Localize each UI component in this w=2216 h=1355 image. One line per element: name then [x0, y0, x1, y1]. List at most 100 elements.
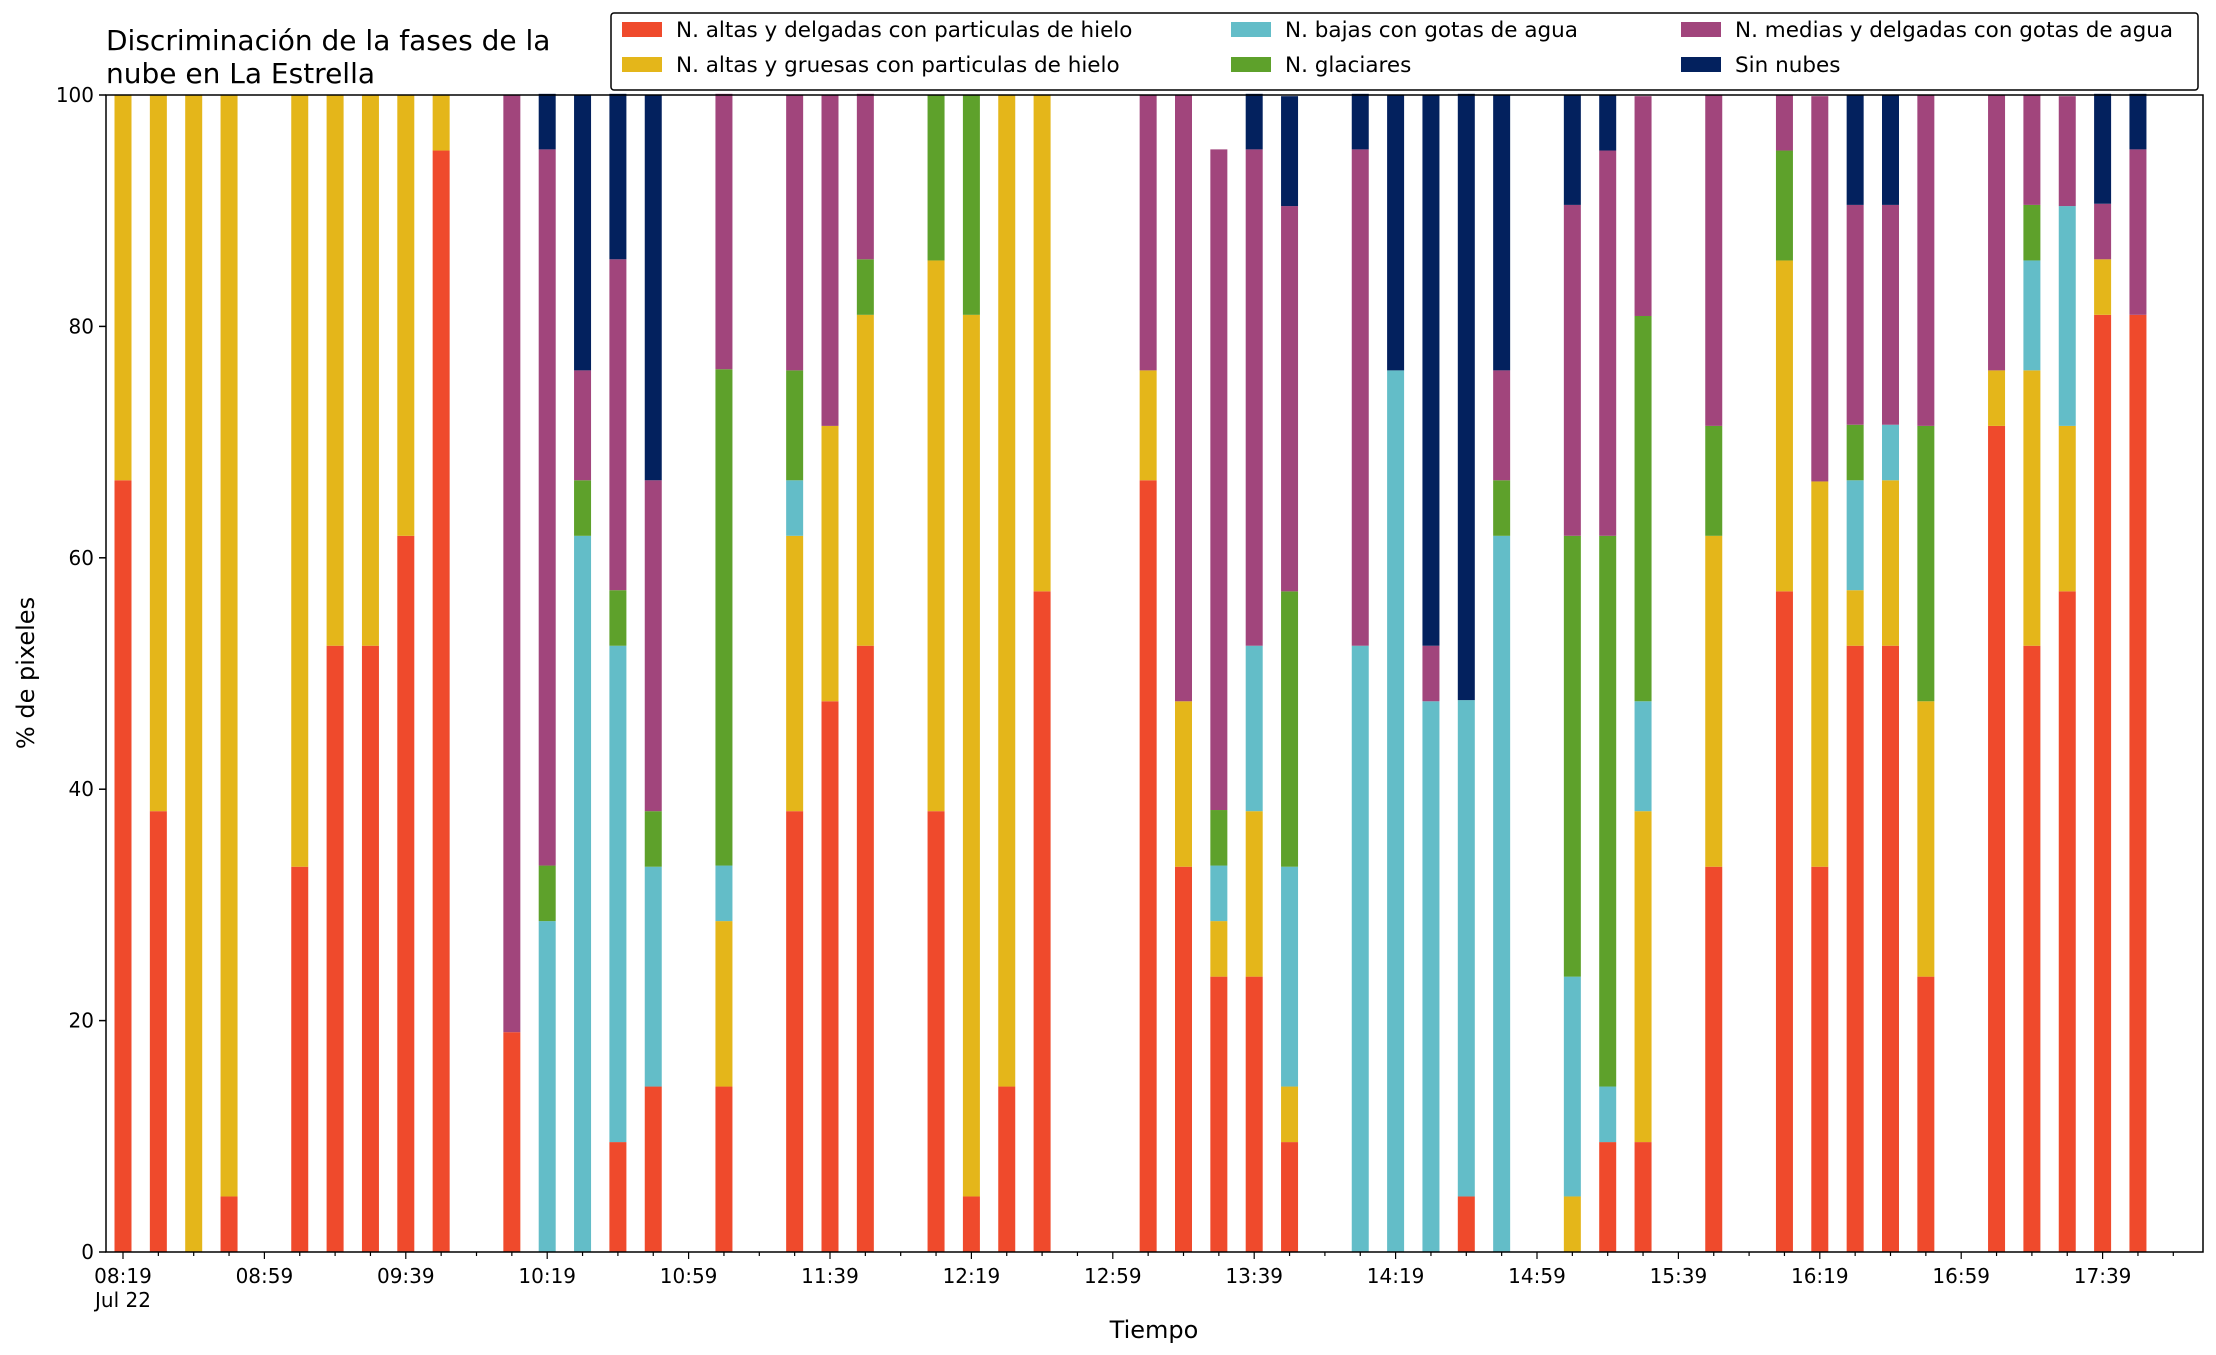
legend-swatch-3 [1231, 57, 1271, 72]
x-tick-label: 12:19 [943, 1264, 1001, 1288]
bar-segment-0909-s0 [291, 866, 309, 1252]
x-tick-label: 13:39 [1225, 1264, 1283, 1288]
bar-segment-0829-s1 [149, 95, 167, 812]
bar-segment-1139-s0 [821, 701, 839, 1252]
bar-segment-1629-s0 [1846, 645, 1864, 1252]
legend-swatch-5 [1681, 57, 1721, 72]
legend-label-4: N. medias y delgadas con gotas de agua [1735, 18, 2173, 43]
bar-segment-1529-s4 [1634, 96, 1652, 316]
bar-segment-1129-s4 [786, 95, 804, 371]
bar-segment-1439-s0 [1457, 1196, 1475, 1252]
bar-segment-1729-s0 [2058, 591, 2076, 1252]
bar-segment-1449-s3 [1493, 480, 1511, 536]
x-tick-label: 08:59 [236, 1264, 294, 1288]
bar-segment-1039-s5 [609, 93, 627, 260]
x-tick-label: 17:39 [2074, 1264, 2132, 1288]
bar-segment-1509-s3 [1563, 535, 1581, 977]
bar-segment-1619-s4 [1811, 96, 1829, 482]
bar-segment-1139-s4 [821, 95, 839, 426]
bar-segment-1439-s2 [1457, 700, 1475, 1197]
bar-segment-1629-s4 [1846, 204, 1864, 425]
y-tick-label: 60 [69, 546, 94, 570]
bar-segment-1149-s1 [856, 314, 874, 646]
chart-title: Discriminación de la fases de la nube en… [106, 24, 550, 90]
bar-segment-1349-s5 [1281, 96, 1299, 207]
bar-segment-1149-s4 [856, 93, 874, 260]
x-tick-label: 11:39 [801, 1264, 859, 1288]
bar-segment-1749-s5 [2129, 93, 2147, 150]
bar-segment-1519-s5 [1599, 95, 1617, 151]
bar-segment-1209-s1 [927, 260, 945, 812]
bar-segment-1749-s0 [2129, 314, 2147, 1253]
x-axis-label: Tiempo [1109, 1316, 1199, 1344]
bar-segment-1029-s4 [574, 370, 592, 481]
x-tick-label: 08:19 [94, 1264, 152, 1288]
y-tick-label: 0 [81, 1240, 94, 1264]
bars-layer [114, 93, 2147, 1253]
bar-segment-1409-s2 [1351, 645, 1369, 1252]
bar-segment-1609-s0 [1775, 591, 1793, 1252]
bar-segment-1629-s2 [1846, 480, 1864, 591]
x-tick-label: 10:19 [518, 1264, 576, 1288]
bar-segment-1429-s4 [1422, 645, 1440, 702]
bar-segment-0849-s0 [220, 1196, 238, 1252]
bar-segment-1219-s1 [962, 314, 980, 1197]
bar-segment-0819-s1 [114, 95, 132, 481]
legend: N. altas y delgadas con particulas de hi… [610, 12, 2199, 91]
bar-segment-1509-s4 [1563, 204, 1581, 536]
bar-segment-1019-s5 [538, 93, 556, 150]
x-tick-label: 09:39 [377, 1264, 435, 1288]
bar-segment-1139-s1 [821, 425, 839, 702]
bar-segment-1739-s5 [2094, 93, 2112, 204]
bar-segment-1239-s0 [1033, 591, 1051, 1252]
bar-segment-1409-s5 [1351, 93, 1369, 150]
bar-segment-1429-s5 [1422, 95, 1440, 646]
bar-segment-1549-s0 [1705, 866, 1723, 1252]
bar-segment-1239-s1 [1033, 95, 1051, 592]
bar-segment-0839-s1 [185, 95, 203, 1252]
bar-segment-0949-s0 [432, 150, 450, 1252]
bar-segment-1019-s2 [538, 921, 556, 1252]
legend-swatch-2 [1231, 22, 1271, 37]
bar-segment-1219-s3 [962, 95, 980, 315]
bar-segment-1509-s2 [1563, 976, 1581, 1197]
bar-segment-1649-s3 [1917, 425, 1935, 702]
bar-segment-1529-s1 [1634, 811, 1652, 1143]
bar-segment-1229-s1 [998, 95, 1016, 1087]
bar-segment-1049-s4 [644, 480, 662, 812]
legend-swatch-0 [622, 22, 662, 37]
bar-segment-1349-s1 [1281, 1086, 1299, 1143]
bar-segment-1519-s0 [1599, 1142, 1617, 1252]
bar-segment-1649-s0 [1917, 976, 1935, 1252]
bar-segment-0829-s0 [149, 811, 167, 1252]
bar-segment-1519-s4 [1599, 150, 1617, 536]
bar-segment-1529-s2 [1634, 701, 1652, 812]
bar-segment-1409-s4 [1351, 149, 1369, 646]
bar-segment-1549-s3 [1705, 425, 1723, 536]
bar-segment-1639-s2 [1882, 424, 1899, 481]
bar-segment-1219-s0 [962, 1196, 980, 1252]
bar-segment-1039-s3 [609, 590, 627, 646]
bar-segment-1639-s0 [1882, 645, 1899, 1252]
x-tick-label: 10:59 [660, 1264, 718, 1288]
bar-segment-0949-s1 [432, 95, 450, 151]
bar-segment-1739-s0 [2094, 314, 2112, 1253]
bar-segment-1149-s0 [856, 645, 874, 1252]
y-tick-label: 40 [69, 777, 94, 801]
bar-segment-1319-s1 [1175, 701, 1192, 867]
bar-segment-1719-s0 [2023, 645, 2041, 1252]
chart-title-line-1: Discriminación de la fases de la [106, 24, 550, 57]
bar-segment-1329-s0 [1210, 976, 1228, 1252]
bar-segment-1709-s0 [1988, 425, 2006, 1252]
bar-segment-1339-s1 [1245, 811, 1263, 977]
bar-segment-0929-s0 [361, 645, 379, 1252]
plot-frame [105, 94, 2204, 1253]
bar-segment-1549-s4 [1705, 95, 1723, 426]
bar-segment-1349-s0 [1281, 1142, 1299, 1252]
bar-segment-1419-s5 [1387, 95, 1405, 371]
bar-segment-1649-s1 [1917, 701, 1935, 977]
bar-segment-1029-s5 [574, 95, 592, 371]
bar-segment-1129-s0 [786, 811, 804, 1252]
x-tick-label: 15:39 [1650, 1264, 1708, 1288]
bar-segment-1639-s5 [1882, 95, 1899, 205]
